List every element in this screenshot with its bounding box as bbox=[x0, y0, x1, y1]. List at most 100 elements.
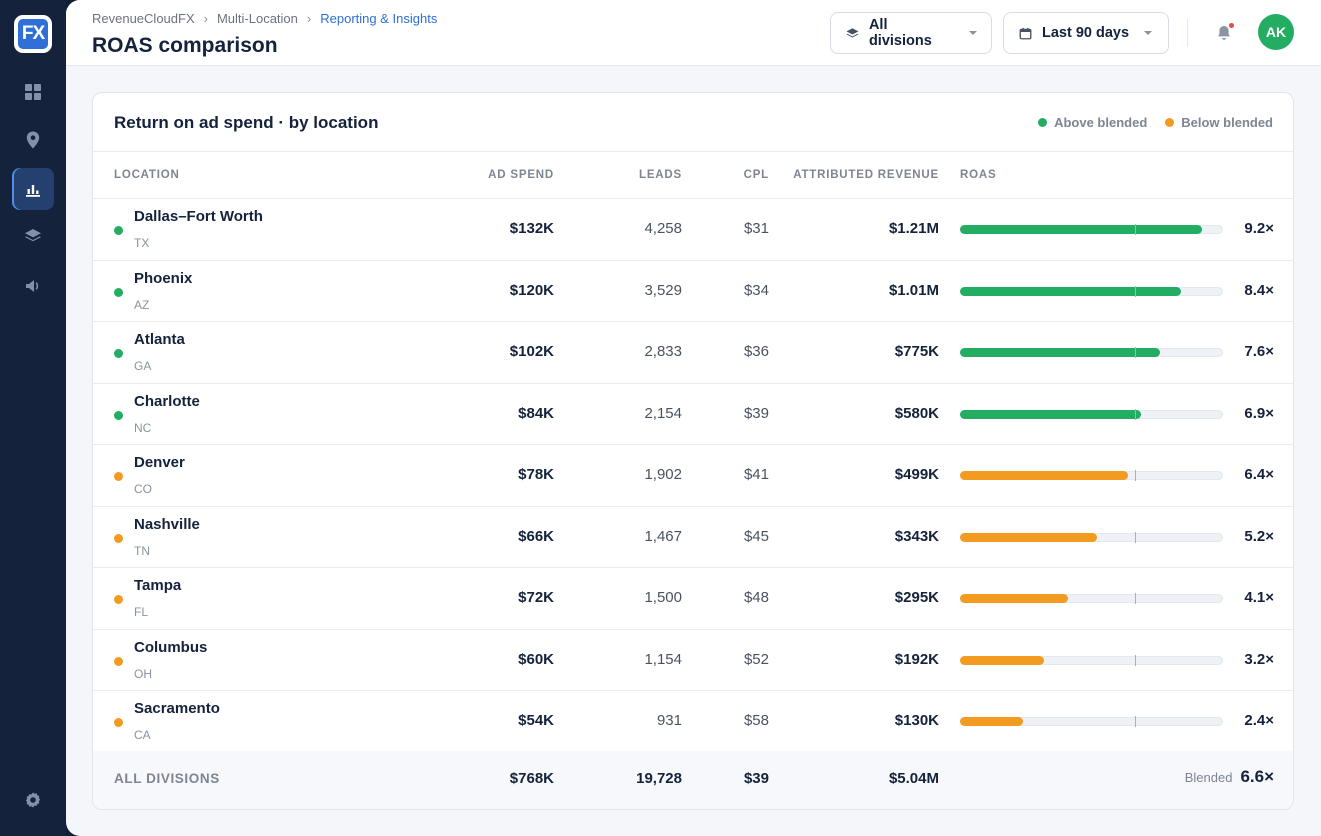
breadcrumb: RevenueCloudFX › Multi-Location › Report… bbox=[92, 11, 437, 26]
user-avatar[interactable]: AK bbox=[1258, 14, 1294, 50]
nav-locations[interactable] bbox=[12, 119, 54, 161]
roas-bar-fill bbox=[960, 471, 1129, 480]
ad-spend-cell: $72K bbox=[518, 589, 554, 606]
date-range-dropdown[interactable]: Last 90 days bbox=[1003, 12, 1169, 54]
totals-ad-spend: $768K bbox=[509, 770, 554, 787]
cpl-cell: $36 bbox=[743, 343, 769, 360]
breadcrumb-separator-icon: › bbox=[306, 11, 312, 26]
blended-value: 6.6× bbox=[1240, 767, 1274, 786]
toolbar-divider bbox=[1187, 19, 1188, 47]
status-dot bbox=[114, 410, 123, 420]
legend-label-above: Above blended bbox=[1054, 115, 1148, 130]
roas-bar-fill bbox=[960, 717, 1024, 726]
blended-marker bbox=[1134, 716, 1136, 727]
totals-revenue: $5.04M bbox=[888, 770, 939, 787]
location-name[interactable]: Nashville bbox=[134, 515, 200, 533]
column-header-location[interactable]: LOCATION bbox=[114, 169, 180, 181]
status-dot bbox=[114, 718, 123, 727]
cpl-cell: $52 bbox=[743, 650, 769, 668]
table-row[interactable]: Sacramento CA $54K 931 $58 $130K 2.4× bbox=[93, 691, 1293, 753]
roas-value: 2.4× bbox=[1244, 712, 1274, 729]
ad-spend-cell: $54K bbox=[518, 712, 554, 729]
cpl-cell: $58 bbox=[743, 712, 769, 729]
cpl-cell: $41 bbox=[743, 466, 769, 483]
nav-divisions[interactable] bbox=[12, 215, 54, 257]
roas-value: 7.6× bbox=[1244, 343, 1274, 360]
roas-bar-track bbox=[960, 716, 1223, 727]
ad-spend-cell: $120K bbox=[509, 281, 554, 299]
table-row[interactable]: Charlotte NC $84K 2,154 $39 $580K 6.9× bbox=[93, 384, 1293, 445]
calendar-icon bbox=[1019, 27, 1032, 39]
location-name[interactable]: Phoenix bbox=[134, 269, 193, 287]
location-state: FL bbox=[134, 605, 149, 619]
roas-bar-track bbox=[960, 654, 1223, 666]
totals-leads: 19,728 bbox=[636, 770, 682, 787]
cpl-cell: $45 bbox=[743, 527, 769, 545]
breadcrumb-item-app[interactable]: RevenueCloudFX bbox=[92, 11, 195, 26]
blended-marker bbox=[1134, 654, 1136, 666]
leads-cell: 3,529 bbox=[644, 281, 682, 299]
table-row[interactable]: Phoenix AZ $120K 3,529 $34 $1.01M 8.4× bbox=[93, 261, 1293, 322]
location-state: TN bbox=[134, 543, 150, 558]
legend-below: Below blended bbox=[1165, 115, 1273, 130]
column-header-cpl[interactable]: CPL bbox=[743, 169, 769, 181]
ad-spend-cell: $78K bbox=[518, 466, 554, 483]
roas-bar-track bbox=[960, 347, 1223, 358]
status-dot bbox=[114, 656, 123, 666]
table-row[interactable]: Nashville TN $66K 1,467 $45 $343K 5.2× bbox=[93, 507, 1293, 568]
roas-value: 8.4× bbox=[1244, 281, 1274, 299]
table-row[interactable]: Atlanta GA $102K 2,833 $36 $775K 7.6× bbox=[93, 322, 1293, 384]
notification-bell-icon[interactable] bbox=[1214, 23, 1234, 43]
revenue-cell: $295K bbox=[894, 589, 939, 606]
blended-marker bbox=[1134, 285, 1136, 297]
location-name[interactable]: Sacramento bbox=[134, 700, 220, 717]
division-filter-dropdown[interactable]: All divisions bbox=[830, 12, 992, 54]
location-name[interactable]: Atlanta bbox=[134, 331, 185, 348]
breadcrumb-item-multi-location[interactable]: Multi-Location bbox=[216, 11, 298, 26]
location-name[interactable]: Charlotte bbox=[134, 392, 200, 410]
blended-marker bbox=[1134, 347, 1136, 358]
revenue-cell: $343K bbox=[894, 527, 939, 545]
nav-settings[interactable] bbox=[12, 779, 54, 821]
grid-icon bbox=[25, 84, 41, 100]
leads-cell: 4,258 bbox=[644, 220, 682, 237]
blended-marker bbox=[1134, 224, 1136, 235]
cpl-cell: $48 bbox=[743, 589, 769, 606]
roas-bar-track bbox=[960, 593, 1223, 604]
column-header-roas[interactable]: ROAS bbox=[960, 169, 997, 181]
roas-bar-fill bbox=[960, 655, 1045, 665]
table-row[interactable]: Dallas–Fort Worth TX $132K 4,258 $31 $1.21M 9.… bbox=[93, 199, 1293, 261]
nav-dashboard[interactable] bbox=[12, 71, 54, 113]
revenue-cell: $580K bbox=[894, 404, 939, 422]
column-header-leads[interactable]: LEADS bbox=[639, 169, 682, 181]
table-row[interactable]: Denver CO $78K 1,902 $41 $499K 6.4× bbox=[93, 445, 1293, 507]
totals-label: ALL DIVISIONS bbox=[114, 771, 220, 786]
roas-bar-fill bbox=[960, 532, 1097, 542]
cpl-cell: $31 bbox=[743, 220, 769, 237]
roas-value: 6.4× bbox=[1244, 466, 1274, 483]
table-row[interactable]: Tampa FL $72K 1,500 $48 $295K 4.1× bbox=[93, 568, 1293, 630]
roas-value: 9.2× bbox=[1244, 220, 1274, 237]
top-bar: RevenueCloudFX › Multi-Location › Report… bbox=[66, 0, 1321, 66]
location-name[interactable]: Tampa bbox=[134, 577, 182, 594]
column-header-revenue[interactable]: ATTRIBUTED REVENUE bbox=[793, 169, 939, 181]
location-name[interactable]: Denver bbox=[134, 454, 185, 471]
breadcrumb-separator-icon: › bbox=[203, 11, 208, 26]
location-name[interactable]: Dallas–Fort Worth bbox=[134, 208, 263, 225]
status-dot bbox=[114, 533, 123, 543]
leads-cell: 2,154 bbox=[644, 404, 682, 422]
table-row[interactable]: Columbus OH $60K 1,154 $52 $192K 3.2× bbox=[93, 630, 1293, 691]
blended-marker bbox=[1134, 531, 1136, 543]
roas-card: Return on ad spend · by location Above b… bbox=[92, 92, 1294, 810]
app-logo[interactable]: FX bbox=[14, 15, 52, 53]
location-name[interactable]: Columbus bbox=[134, 638, 208, 656]
notification-badge bbox=[1229, 23, 1234, 28]
blended-label: Blended bbox=[1184, 770, 1233, 785]
column-header-ad-spend[interactable]: AD SPEND bbox=[488, 169, 554, 181]
breadcrumb-item-current[interactable]: Reporting & Insights bbox=[320, 11, 438, 26]
leads-cell: 1,154 bbox=[644, 650, 682, 668]
nav-reporting[interactable] bbox=[12, 168, 54, 210]
roas-value: 4.1× bbox=[1244, 589, 1274, 606]
nav-campaigns[interactable] bbox=[12, 265, 54, 307]
location-state: OH bbox=[134, 666, 152, 681]
